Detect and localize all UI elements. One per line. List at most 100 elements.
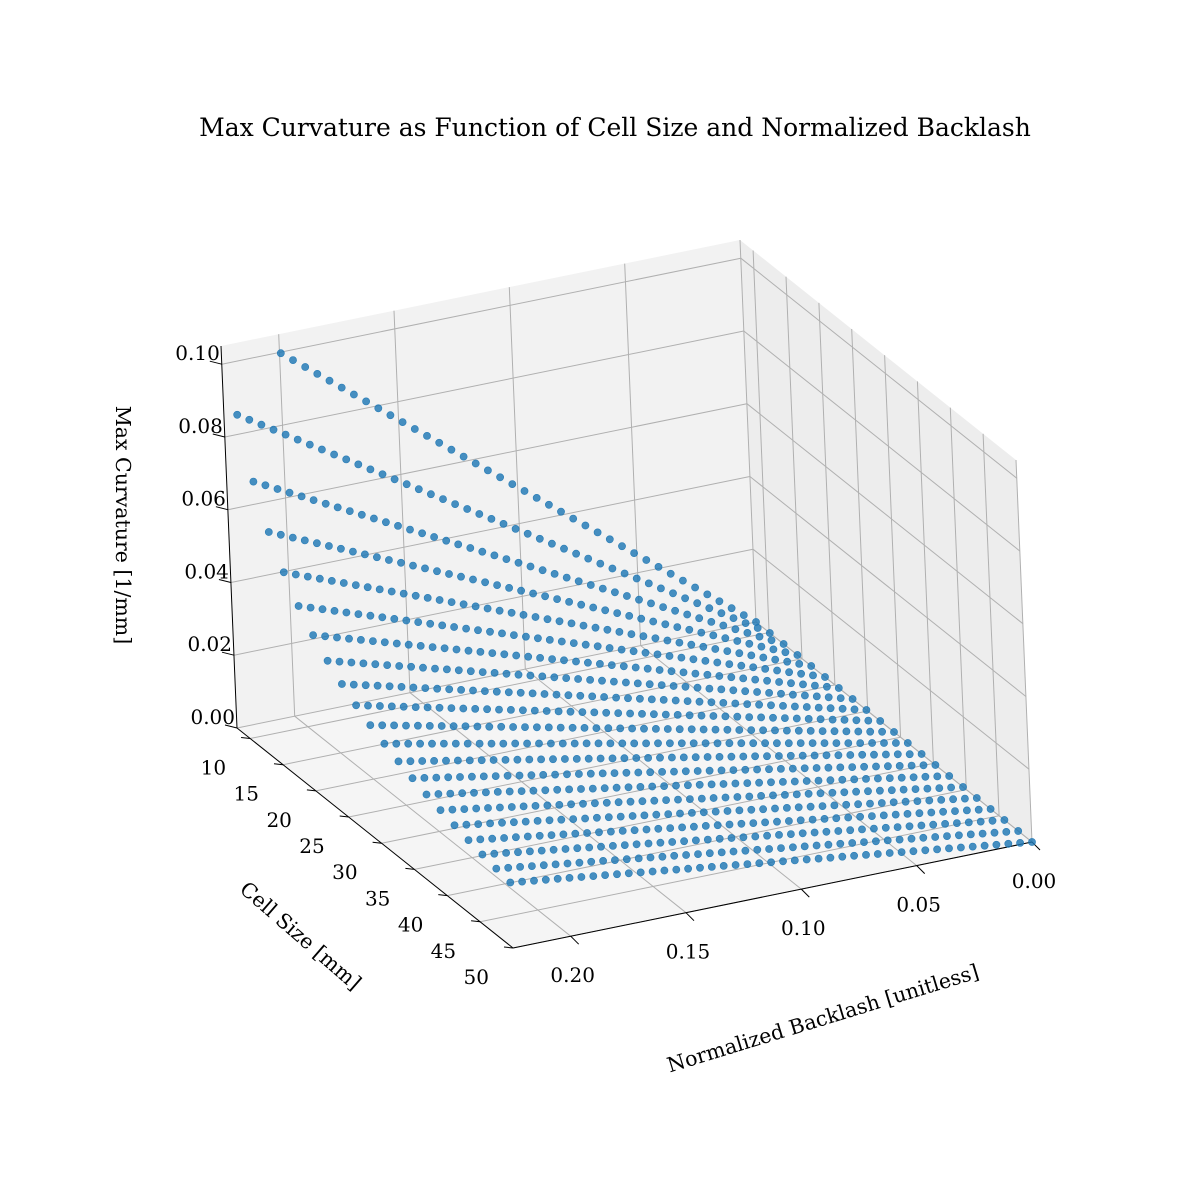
- data-point: [381, 740, 388, 747]
- data-point: [407, 758, 414, 765]
- data-point: [613, 784, 620, 791]
- data-point: [849, 839, 856, 846]
- data-point: [645, 580, 652, 587]
- data-point: [536, 535, 543, 542]
- data-point: [618, 646, 625, 653]
- data-point: [548, 540, 555, 547]
- data-point: [708, 781, 715, 788]
- data-point: [542, 593, 549, 600]
- data-point: [641, 812, 648, 819]
- data-point: [643, 740, 650, 747]
- data-point: [598, 677, 605, 684]
- data-point: [607, 740, 614, 747]
- data-point: [817, 790, 824, 797]
- data-point: [439, 622, 446, 629]
- data-point: [734, 793, 741, 800]
- data-point: [674, 624, 681, 631]
- data-point: [635, 769, 642, 776]
- data-point: [789, 691, 796, 698]
- y-tick-label: 10: [201, 756, 226, 780]
- data-point: [920, 834, 927, 841]
- data-point: [724, 807, 731, 814]
- z-tick-label: 0.04: [184, 560, 229, 584]
- data-point: [539, 567, 546, 574]
- data-point: [545, 724, 552, 731]
- data-point: [502, 756, 509, 763]
- data-point: [369, 638, 376, 645]
- data-point: [682, 683, 689, 690]
- data-point: [635, 596, 642, 603]
- y-tick-label: 45: [431, 939, 456, 963]
- data-point: [585, 555, 592, 562]
- data-point: [411, 425, 418, 432]
- data-point: [870, 825, 877, 832]
- data-point: [825, 841, 832, 848]
- data-point: [478, 757, 485, 764]
- data-point: [506, 584, 513, 591]
- data-point: [463, 625, 470, 632]
- data-point: [594, 643, 601, 650]
- data-point: [538, 756, 545, 763]
- data-point: [636, 695, 643, 702]
- data-point: [700, 809, 707, 816]
- data-point: [930, 821, 937, 828]
- data-point: [779, 778, 786, 785]
- data-point: [892, 739, 899, 746]
- data-point: [436, 596, 443, 603]
- data-point: [498, 819, 505, 826]
- data-point: [556, 618, 563, 625]
- data-point: [434, 685, 441, 692]
- data-point: [519, 878, 526, 885]
- data-point: [573, 755, 580, 762]
- data-point: [514, 756, 521, 763]
- data-point: [417, 740, 424, 747]
- data-point: [412, 592, 419, 599]
- data-point: [631, 550, 638, 557]
- data-point: [528, 772, 535, 779]
- data-point: [634, 680, 641, 687]
- data-point: [683, 851, 690, 858]
- data-point: [654, 651, 661, 658]
- data-point: [436, 704, 443, 711]
- chart-title: Max Curvature as Function of Cell Size a…: [199, 113, 1031, 142]
- x-tick: [801, 889, 809, 897]
- data-point: [421, 774, 428, 781]
- data-point: [878, 799, 885, 806]
- data-point: [858, 826, 865, 833]
- data-point: [322, 500, 329, 507]
- data-point: [754, 766, 761, 773]
- data-point: [776, 678, 783, 685]
- data-point: [785, 740, 792, 747]
- data-point: [577, 692, 584, 699]
- data-point: [657, 839, 664, 846]
- data-point: [387, 412, 394, 419]
- data-point: [981, 842, 988, 849]
- data-point: [676, 639, 683, 646]
- data-point: [690, 823, 697, 830]
- data-point: [577, 785, 584, 792]
- data-point: [464, 505, 471, 512]
- data-point: [791, 857, 798, 864]
- data-point: [763, 753, 770, 760]
- data-point: [847, 827, 854, 834]
- data-point: [951, 808, 958, 815]
- data-point: [399, 419, 406, 426]
- data-point: [460, 601, 467, 608]
- data-point: [543, 707, 550, 714]
- data-point: [631, 740, 638, 747]
- data-point: [555, 708, 562, 715]
- data-point: [345, 635, 352, 642]
- data-point: [376, 702, 383, 709]
- data-point: [910, 848, 917, 855]
- data-point: [813, 693, 820, 700]
- data-point: [619, 740, 626, 747]
- data-point: [306, 441, 313, 448]
- data-point: [452, 740, 459, 747]
- data-point: [863, 706, 870, 713]
- data-point: [938, 796, 945, 803]
- data-point: [869, 739, 876, 746]
- data-point: [531, 707, 538, 714]
- data-point: [775, 831, 782, 838]
- data-point: [682, 595, 689, 602]
